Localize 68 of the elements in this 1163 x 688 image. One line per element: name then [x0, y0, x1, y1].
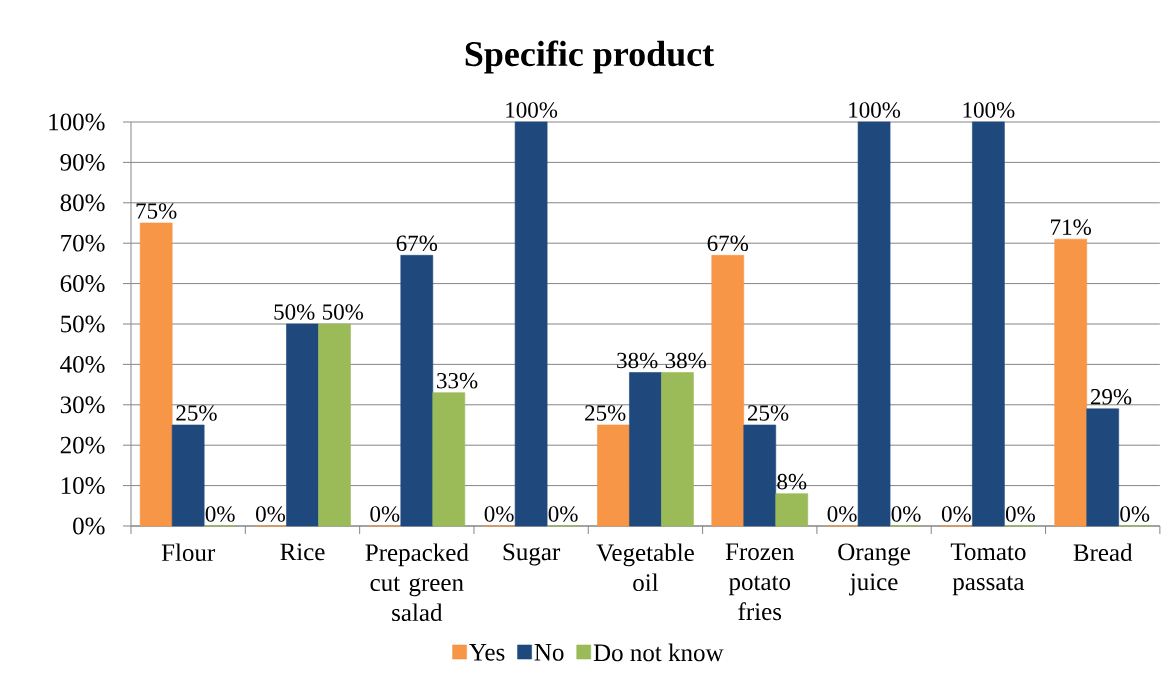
x-tick-label: Vegetable oil: [596, 543, 694, 592]
data-label: 71%: [1051, 219, 1092, 235]
data-label: 100%: [506, 102, 558, 118]
data-label: 0%: [827, 506, 857, 522]
x-tick-label: Tomato passata: [950, 543, 1026, 596]
bar: [775, 493, 809, 527]
data-label: 0%: [484, 506, 514, 522]
data-label: 38%: [665, 352, 707, 369]
bar: [711, 255, 745, 527]
data-label: 29%: [1090, 389, 1132, 405]
y-tick-label: 20%: [60, 436, 105, 454]
data-label: 0%: [1120, 506, 1150, 522]
data-label: 100%: [963, 102, 1015, 118]
data-label: 0%: [941, 506, 971, 522]
y-tick-label: 0%: [73, 517, 105, 535]
data-label: 50%: [274, 304, 315, 320]
bar: [432, 392, 466, 527]
y-tick-label: 60%: [60, 275, 105, 293]
bar: [286, 323, 319, 527]
data-label: 0%: [370, 506, 400, 522]
data-label: 67%: [396, 235, 438, 252]
x-tick-label: Flour: [161, 543, 216, 562]
y-tick-label: 30%: [60, 396, 105, 414]
bar: [743, 424, 777, 527]
y-tick-label: 80%: [60, 194, 105, 212]
bar: [318, 323, 351, 527]
data-label: 8%: [777, 473, 807, 490]
data-label: 25%: [747, 405, 789, 421]
bar: [597, 424, 630, 527]
bar: [1086, 408, 1120, 527]
data-label: 38%: [617, 352, 658, 369]
data-label: 33%: [437, 372, 478, 389]
legend-label: Do not know: [593, 643, 724, 662]
bar: [857, 121, 891, 527]
data-label: 0%: [1005, 506, 1035, 522]
legend-label: Yes: [469, 644, 505, 661]
bar: [139, 222, 173, 527]
bar: [171, 424, 205, 527]
y-tick-label: 40%: [60, 355, 105, 373]
y-tick-label: 100%: [49, 113, 105, 131]
data-label: 0%: [548, 506, 578, 522]
data-label: 0%: [256, 506, 286, 522]
data-label: 25%: [176, 405, 217, 421]
x-tick-label: Rice: [280, 543, 325, 561]
data-label: 100%: [849, 102, 901, 118]
x-tick-label: Orange juice: [838, 543, 910, 596]
data-label: 0%: [205, 506, 235, 522]
bar: [1054, 238, 1088, 527]
y-tick-label: 50%: [61, 315, 105, 333]
x-tick-label: Sugar: [503, 543, 561, 566]
bar: [629, 372, 662, 527]
bar: [400, 255, 434, 527]
bar: [661, 372, 694, 527]
data-label: 75%: [136, 203, 177, 219]
x-tick-label: Bread: [1073, 543, 1133, 562]
bar: [972, 121, 1005, 527]
chart-title: Specific product: [465, 40, 715, 74]
data-label: 50%: [323, 304, 364, 320]
data-label: 25%: [585, 405, 626, 421]
y-tick-label: 90%: [60, 153, 105, 171]
data-label: 0%: [891, 506, 921, 522]
bar: [514, 121, 548, 527]
y-tick-label: 10%: [61, 477, 105, 495]
x-tick-label: Frozen potato fries: [725, 543, 795, 621]
legend-label: No: [534, 644, 564, 661]
x-tick-label: Prepacked cut green salad: [365, 543, 469, 622]
data-label: 67%: [707, 235, 749, 252]
y-tick-label: 70%: [61, 234, 105, 252]
